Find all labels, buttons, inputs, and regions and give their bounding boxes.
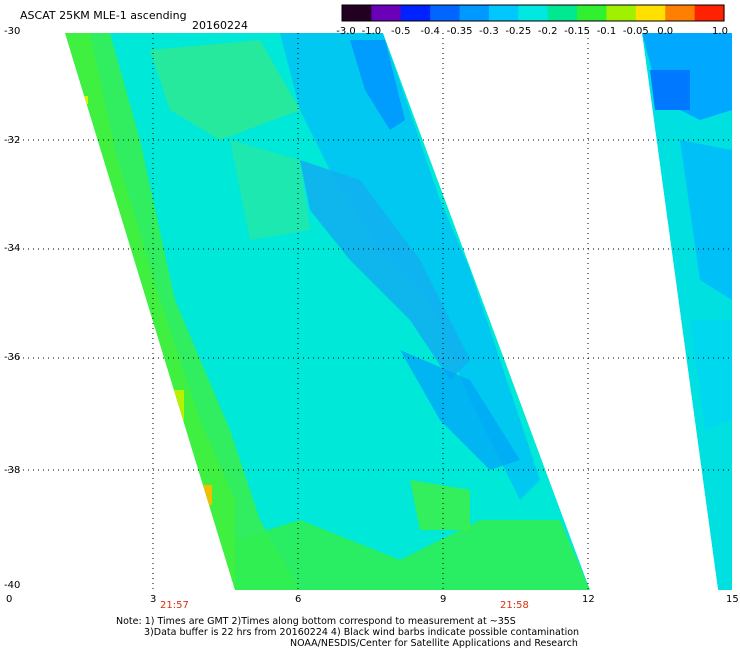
colorbar-swatch xyxy=(694,5,725,21)
x-tick-label: 12 xyxy=(582,594,595,605)
colorbar-label: -1.0 xyxy=(361,26,382,37)
colorbar-label: -0.35 xyxy=(446,26,473,37)
colorbar-label: -0.25 xyxy=(505,26,532,37)
x-tick-label: 0 xyxy=(6,594,13,605)
time-label: 21:57 xyxy=(160,600,189,611)
x-tick-label: 6 xyxy=(295,594,302,605)
colorbar-swatch xyxy=(371,5,402,21)
footnote-line-1: Note: 1) Times are GMT 2)Times along bot… xyxy=(116,616,516,627)
swath-a xyxy=(65,33,590,590)
x-tick-label: 9 xyxy=(440,594,447,605)
colorbar-swatch xyxy=(577,5,608,21)
colorbar-label: -0.5 xyxy=(391,26,411,37)
colorbar-label: -0.2 xyxy=(537,26,558,37)
swath-b xyxy=(642,33,732,590)
colorbar-label: 0.0 xyxy=(657,26,674,37)
colorbar-label: -0.05 xyxy=(622,26,649,37)
colorbar-label: -0.15 xyxy=(564,26,590,37)
y-tick-label: -34 xyxy=(4,243,21,254)
colorbar-label: -0.3 xyxy=(479,26,499,37)
map-title: ASCAT 25KM MLE-1 ascending xyxy=(20,9,187,22)
colorbar-swatch xyxy=(518,5,549,21)
grid-lines xyxy=(8,33,732,590)
colorbar-label: -3.0 xyxy=(336,26,356,37)
x-tick-label: 15 xyxy=(726,594,739,605)
footnote-credit: NOAA/NESDIS/Center for Satellite Applica… xyxy=(290,638,578,649)
colorbar-swatch xyxy=(635,5,666,21)
colorbar-swatch xyxy=(665,5,696,21)
colorbar xyxy=(341,4,725,22)
x-tick-label: 3 xyxy=(150,594,157,605)
colorbar-swatch xyxy=(459,5,490,21)
y-tick-label: -36 xyxy=(4,352,21,363)
time-label: 21:58 xyxy=(500,600,529,611)
colorbar-swatch xyxy=(547,5,578,21)
colorbar-swatch xyxy=(606,5,637,21)
map-date: 20160224 xyxy=(192,19,248,32)
colorbar-swatch xyxy=(430,5,461,21)
colorbar-frame xyxy=(341,4,725,22)
y-tick-label: -30 xyxy=(4,26,21,37)
colorbar-label: -0.4 xyxy=(420,26,440,37)
colorbar-label: 1.0 xyxy=(712,26,728,37)
colorbar-swatch xyxy=(400,5,431,21)
y-tick-label: -32 xyxy=(4,135,21,146)
y-tick-label: -40 xyxy=(4,580,21,591)
footnote-line-2: 3)Data buffer is 22 hrs from 20160224 4)… xyxy=(144,627,580,638)
colorbar-swatch xyxy=(342,5,372,21)
colorbar-swatch xyxy=(488,5,519,21)
colorbar-label: -0.1 xyxy=(596,26,617,37)
y-tick-label: -38 xyxy=(4,465,21,476)
